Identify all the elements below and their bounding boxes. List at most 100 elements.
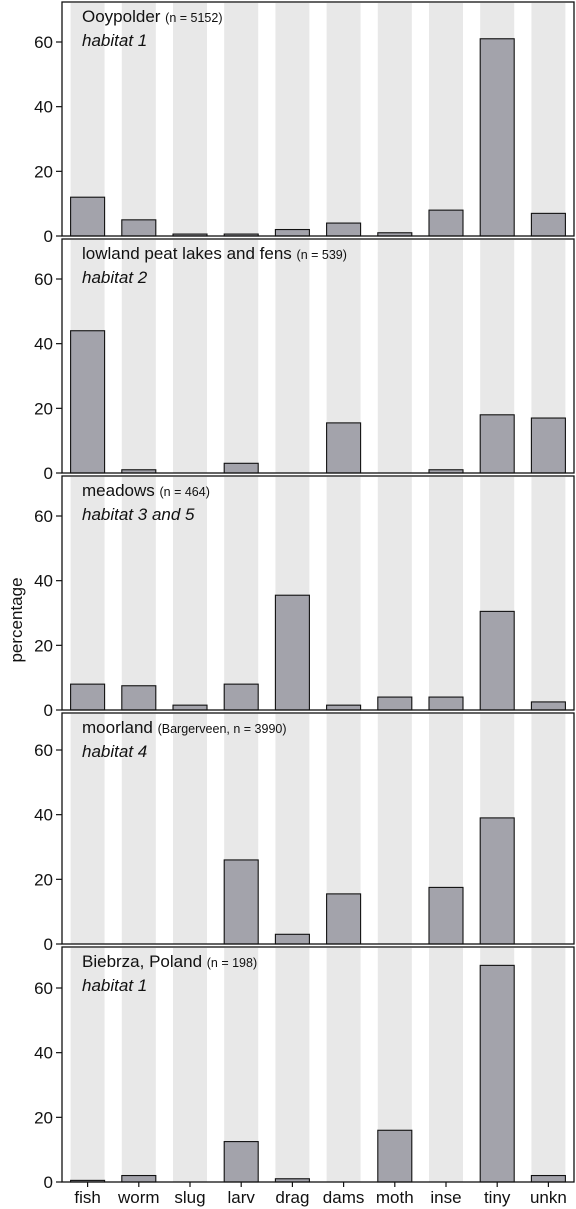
band-unkn <box>531 948 566 1182</box>
band-moth <box>377 714 412 944</box>
band-slug <box>173 477 207 710</box>
bar-panel3-fish <box>70 683 106 711</box>
panel-title-2: lowland peat lakes and fens (n = 539) <box>82 244 347 263</box>
y-tick-label: 60 <box>34 741 53 760</box>
band-unkn <box>531 714 566 944</box>
bar-panel3-unkn <box>530 701 566 711</box>
band-larv <box>224 240 259 473</box>
band-worm <box>121 3 156 236</box>
band-worm <box>121 714 156 944</box>
band-dams <box>326 948 361 1182</box>
band-larv <box>224 477 259 710</box>
y-tick-label: 20 <box>34 399 53 418</box>
band-slug <box>173 714 207 944</box>
y-tick-label: 40 <box>34 806 53 825</box>
bar-panel2-fish <box>70 330 106 474</box>
panel-frame-4 <box>61 712 575 945</box>
band-fish <box>70 477 105 710</box>
bar-panel2-dams <box>326 422 362 474</box>
y-tick-label: 60 <box>34 979 53 998</box>
x-tick-label-moth: moth <box>376 1188 414 1207</box>
bar-panel5-moth <box>377 1129 413 1183</box>
x-tick-label-inse: inse <box>430 1188 461 1207</box>
bar-panel4-drag <box>274 933 310 945</box>
y-tick-label: 60 <box>34 507 53 526</box>
band-inse <box>429 3 463 236</box>
x-tick-label-larv: larv <box>227 1188 255 1207</box>
band-drag <box>275 948 310 1182</box>
band-slug <box>173 948 207 1182</box>
band-moth <box>377 240 412 473</box>
panel-subtitle-4: habitat 4 <box>82 742 147 761</box>
bar-panel2-larv <box>223 462 259 474</box>
y-tick-label: 40 <box>34 98 53 117</box>
bar-panel3-dams <box>326 704 362 711</box>
y-tick-label: 60 <box>34 33 53 52</box>
band-slug <box>173 3 207 236</box>
bar-panel5-tiny <box>479 964 515 1183</box>
band-larv <box>224 3 259 236</box>
x-tick-label-drag: drag <box>275 1188 309 1207</box>
x-tick-label-dams: dams <box>323 1188 365 1207</box>
x-tick-label-tiny: tiny <box>484 1188 511 1207</box>
band-dams <box>326 3 361 236</box>
panel-subtitle-3: habitat 3 and 5 <box>82 505 195 524</box>
y-tick-label: 0 <box>44 1173 53 1192</box>
panel-title-1: Ooypolder (n = 5152) <box>82 7 223 26</box>
y-axis-label: percentage <box>7 577 26 662</box>
panel-titles: Ooypolder (n = 5152) habitat 1 lowland pea… <box>82 7 347 995</box>
bar-panel1-inse <box>428 209 464 237</box>
band-worm <box>121 240 156 473</box>
band-unkn <box>531 477 566 710</box>
panel-subtitle-2: habitat 2 <box>82 268 148 287</box>
y-tick-label: 0 <box>44 227 53 246</box>
panel-frame-3 <box>61 475 575 711</box>
panel-subtitle-1: habitat 1 <box>82 31 147 50</box>
bar-panel1-tiny <box>479 38 515 237</box>
bar-panel2-unkn <box>530 417 566 474</box>
y-tick-label: 20 <box>34 636 53 655</box>
y-tick-label: 40 <box>34 1044 53 1063</box>
band-inse <box>429 948 463 1182</box>
band-inse <box>429 240 463 473</box>
band-slug <box>173 240 207 473</box>
panel-title-4: moorland (Bargerveen, n = 3990) <box>82 718 287 737</box>
bar-panel3-worm <box>121 685 157 711</box>
band-drag <box>275 714 310 944</box>
x-tick-label-worm: worm <box>117 1188 160 1207</box>
y-tick-label: 20 <box>34 870 53 889</box>
panel-frame-5 <box>61 946 575 1183</box>
y-tick-label: 0 <box>44 935 53 954</box>
bar-panel4-dams <box>326 893 362 945</box>
band-worm <box>121 948 156 1182</box>
band-fish <box>70 948 105 1182</box>
x-tick-label-unkn: unkn <box>530 1188 567 1207</box>
panel-title-3: meadows (n = 464) <box>82 481 210 500</box>
panel-frames <box>61 1 575 1183</box>
x-tick-label-slug: slug <box>174 1188 205 1207</box>
bar-panel1-worm <box>121 219 157 237</box>
panel-frame-2 <box>61 238 575 474</box>
bar-panel3-drag <box>274 594 310 711</box>
chart-bars <box>70 38 566 1183</box>
band-fish <box>70 714 105 944</box>
band-unkn <box>531 3 566 236</box>
bar-panel4-larv <box>223 859 259 945</box>
bar-panel3-moth <box>377 696 413 711</box>
y-tick-label: 40 <box>34 335 53 354</box>
band-drag <box>275 3 310 236</box>
y-tick-label: 60 <box>34 270 53 289</box>
band-worm <box>121 477 156 710</box>
bar-panel3-inse <box>428 696 464 711</box>
panel-title-5: Biebrza, Poland (n = 198) <box>82 952 257 971</box>
bar-panel5-worm <box>121 1174 157 1183</box>
bar-panel3-larv <box>223 683 259 711</box>
band-moth <box>377 3 412 236</box>
bar-panel1-unkn <box>530 212 566 237</box>
bar-panel3-tiny <box>479 610 515 711</box>
band-drag <box>275 240 310 473</box>
band-moth <box>377 477 412 710</box>
x-tick-label-fish: fish <box>74 1188 100 1207</box>
y-tick-label: 0 <box>44 701 53 720</box>
